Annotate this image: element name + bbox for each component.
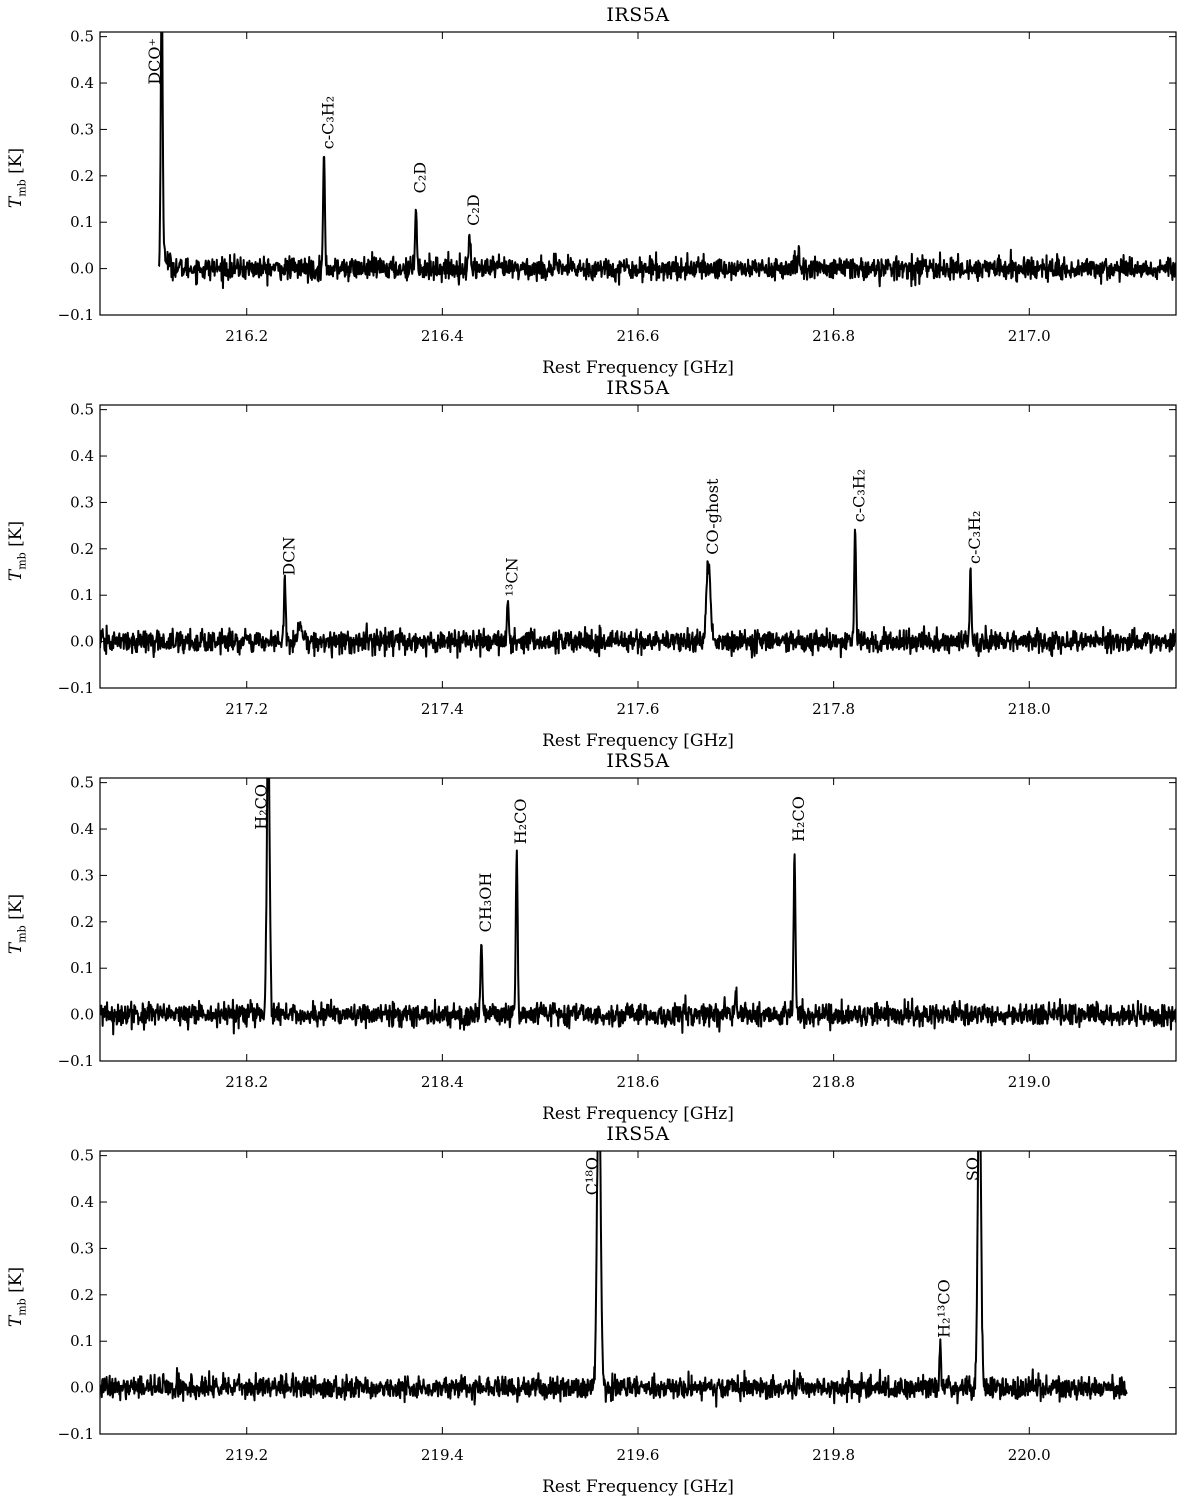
y-tick-label: 0.3 <box>70 1239 94 1257</box>
y-tick-label: −0.1 <box>58 1425 94 1443</box>
line-label: H₂CO <box>789 796 808 842</box>
line-label: C¹⁸O <box>582 1157 601 1195</box>
panel-title: IRS5A <box>606 377 670 399</box>
line-label: c-C₃H₂ <box>965 511 984 564</box>
line-label: c-C₃H₂ <box>850 469 869 522</box>
x-tick-label: 220.0 <box>1008 1446 1051 1464</box>
line-label: DCO⁺ <box>145 38 164 85</box>
y-tick-label: −0.1 <box>58 306 94 324</box>
x-tick-label: 218.4 <box>421 1073 464 1091</box>
panel-title: IRS5A <box>606 1123 670 1145</box>
line-label: CO-ghost <box>703 478 722 555</box>
x-tick-label: 219.6 <box>617 1446 660 1464</box>
y-tick-label: 0.4 <box>70 1193 94 1211</box>
y-tick-label: 0.4 <box>70 820 94 838</box>
x-tick-label: 216.6 <box>617 327 660 345</box>
spectrum-plot: −0.1 0.0 0.1 0.2 0.3 0.4 0.5 216.2 216.4 216.6 216… <box>58 28 1177 345</box>
line-label: C₂D <box>464 194 483 225</box>
spectrum-plot: −0.1 0.0 0.1 0.2 0.3 0.4 0.5 217.2 217.4 217.6 217… <box>58 401 1177 718</box>
spectrum-panel-2: IRS5A Tmb [K] Rest Frequency [GHz] −0.1 0… <box>0 377 1200 755</box>
x-tick-label: 217.0 <box>1008 327 1051 345</box>
spectrum-panel-4: IRS5A Tmb [K] Rest Frequency [GHz] −0.1 0… <box>0 1123 1200 1501</box>
y-tick-label: 0.1 <box>70 586 94 604</box>
x-axis-label: Rest Frequency [GHz] <box>542 1104 734 1124</box>
spectrum-panel-3: IRS5A Tmb [K] Rest Frequency [GHz] −0.1 0… <box>0 750 1200 1128</box>
panel-title: IRS5A <box>606 4 670 26</box>
y-tick-label: 0.2 <box>70 1286 94 1304</box>
x-tick-label: 219.8 <box>812 1446 855 1464</box>
x-tick-label: 216.4 <box>421 327 464 345</box>
y-tick-label: 0.0 <box>70 260 94 278</box>
spectrum-panel-1: IRS5A Tmb [K] Rest Frequency [GHz] −0.1 0… <box>0 4 1200 382</box>
spectrum-line <box>100 528 1176 659</box>
x-tick-label: 219.2 <box>225 1446 268 1464</box>
panel-title: IRS5A <box>606 750 670 772</box>
y-tick-label: 0.3 <box>70 120 94 138</box>
y-tick-label: 0.1 <box>70 213 94 231</box>
x-tick-label: 218.8 <box>812 1073 855 1091</box>
spectrum-line <box>158 32 1176 290</box>
x-axis-label: Rest Frequency [GHz] <box>542 358 734 378</box>
y-tick-label: 0.2 <box>70 540 94 558</box>
x-tick-label: 217.4 <box>421 700 464 718</box>
y-tick-label: −0.1 <box>58 1052 94 1070</box>
x-tick-label: 219.4 <box>421 1446 464 1464</box>
y-tick-label: 0.5 <box>70 774 94 792</box>
spectrum-line <box>100 778 1176 1036</box>
x-axis-label: Rest Frequency [GHz] <box>542 731 734 751</box>
y-tick-label: 0.5 <box>70 401 94 419</box>
line-label: C₂D <box>410 162 429 193</box>
spectrum-plot: −0.1 0.0 0.1 0.2 0.3 0.4 0.5 219.2 219.4 219.6 219… <box>58 1147 1177 1464</box>
y-tick-label: 0.0 <box>70 1379 94 1397</box>
y-tick-label: 0.1 <box>70 1332 94 1350</box>
line-label: H₂¹³CO <box>935 1279 954 1338</box>
x-tick-label: 218.0 <box>1008 700 1051 718</box>
line-label: DCN <box>279 537 298 576</box>
y-tick-label: 0.3 <box>70 493 94 511</box>
x-tick-label: 218.2 <box>225 1073 268 1091</box>
line-label: SO <box>963 1157 982 1181</box>
line-label: CH₃OH <box>476 873 495 933</box>
line-label: H₂CO <box>511 798 530 844</box>
y-tick-label: 0.2 <box>70 167 94 185</box>
x-tick-label: 217.6 <box>617 700 660 718</box>
spectrum-plot: −0.1 0.0 0.1 0.2 0.3 0.4 0.5 218.2 218.4 218.6 218… <box>58 774 1177 1091</box>
x-tick-label: 217.8 <box>812 700 855 718</box>
y-tick-label: 0.2 <box>70 913 94 931</box>
y-tick-label: 0.4 <box>70 74 94 92</box>
y-tick-label: 0.1 <box>70 959 94 977</box>
x-tick-label: 219.0 <box>1008 1073 1051 1091</box>
x-tick-label: 217.2 <box>225 700 268 718</box>
y-tick-label: 0.4 <box>70 447 94 465</box>
y-tick-label: −0.1 <box>58 679 94 697</box>
y-tick-label: 0.3 <box>70 866 94 884</box>
x-tick-label: 216.8 <box>812 327 855 345</box>
y-tick-label: 0.0 <box>70 1006 94 1024</box>
line-label: H₂CO <box>252 784 271 830</box>
spectrum-line <box>100 1151 1128 1408</box>
line-label: ¹³CN <box>502 557 521 596</box>
y-tick-label: 0.0 <box>70 633 94 651</box>
y-tick-label: 0.5 <box>70 1147 94 1165</box>
y-tick-label: 0.5 <box>70 28 94 46</box>
x-tick-label: 216.2 <box>225 327 268 345</box>
line-label: c-C₃H₂ <box>319 96 338 149</box>
x-tick-label: 218.6 <box>617 1073 660 1091</box>
